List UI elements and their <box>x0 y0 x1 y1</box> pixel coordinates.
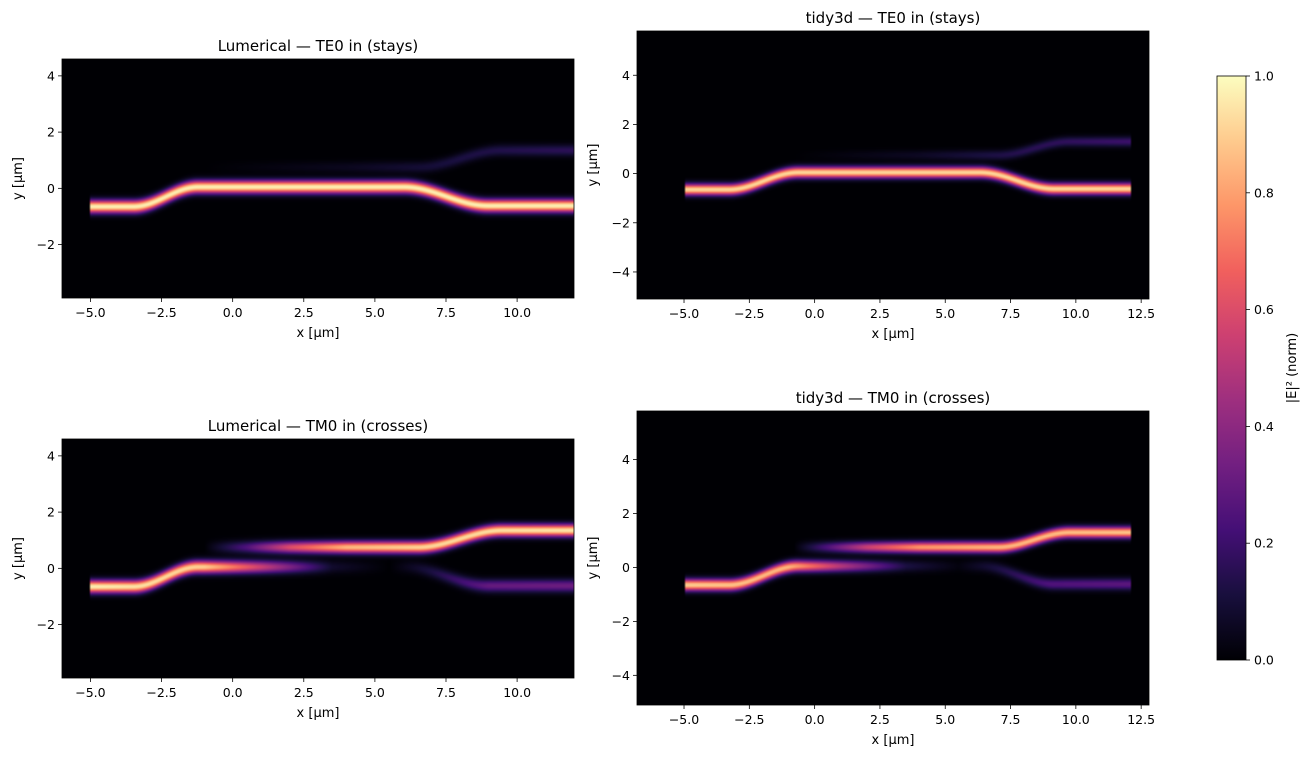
x-tick-label: 7.5 <box>436 305 456 320</box>
y-tick-label: 4 <box>47 448 55 463</box>
y-tick-label: 4 <box>47 68 55 83</box>
x-tick-label: 0.0 <box>805 712 825 727</box>
subplot-2: tidy3d — TE0 in (stays) −5.0 −2.5 0.0 2.5 5.0… <box>586 9 1155 342</box>
subplot-3: Lumerical — TM0 in (crosses) −5.0 −2.5 0.0 2… <box>11 417 575 721</box>
x-axis-label: x [µm] <box>297 706 340 721</box>
x-tick-label: 5.0 <box>365 685 385 700</box>
y-axis-label: y [µm] <box>11 537 26 580</box>
x-tick-label: −5.0 <box>669 712 699 727</box>
y-axis-label: y [µm] <box>586 537 601 580</box>
plot-frame <box>61 58 575 299</box>
x-tick-label: 2.5 <box>870 712 890 727</box>
y-tick-label: −2 <box>37 617 55 632</box>
y-tick-label: 2 <box>622 117 630 132</box>
x-tick-label: 2.5 <box>294 305 314 320</box>
colorbar-tick-label: 0.2 <box>1254 536 1274 551</box>
colorbar-label: |E|² (norm) <box>1285 333 1300 403</box>
heatmap-image <box>62 59 574 298</box>
x-tick-label: 5.0 <box>935 712 955 727</box>
y-tick-label: 0 <box>622 166 630 181</box>
y-tick-label: 0 <box>47 561 55 576</box>
y-tick-label: 2 <box>47 125 55 140</box>
subplot-title: tidy3d — TM0 in (crosses) <box>796 389 991 407</box>
y-tick-label: 2 <box>622 506 630 521</box>
x-tick-label: −2.5 <box>146 305 176 320</box>
x-tick-label: 12.5 <box>1127 306 1155 321</box>
x-axis-label: x [µm] <box>872 327 915 342</box>
y-tick-label: −4 <box>612 668 630 683</box>
y-tick-label: 0 <box>622 560 630 575</box>
colorbar: 0.0 0.2 0.4 0.6 0.8 1.0 |E|² (norm) <box>1216 69 1300 668</box>
x-tick-label: −2.5 <box>734 306 764 321</box>
plot-frame <box>636 30 1150 300</box>
x-tick-label: −2.5 <box>146 685 176 700</box>
y-axis-label: y [µm] <box>11 157 26 200</box>
colorbar-tick-label: 0.4 <box>1254 419 1274 434</box>
subplot-title: Lumerical — TM0 in (crosses) <box>208 417 428 435</box>
y-tick-label: −2 <box>37 237 55 252</box>
x-tick-label: −5.0 <box>75 305 105 320</box>
x-tick-label: −2.5 <box>734 712 764 727</box>
x-tick-label: 2.5 <box>870 306 890 321</box>
y-tick-label: −2 <box>612 215 630 230</box>
x-axis-label: x [µm] <box>872 733 915 748</box>
heatmap-image <box>637 31 1149 299</box>
x-tick-label: 5.0 <box>935 306 955 321</box>
x-tick-label: 10.0 <box>503 685 531 700</box>
subplot-4: tidy3d — TM0 in (crosses) −5.0 −2.5 0.0 2.5 5… <box>586 389 1155 748</box>
x-tick-label: 7.5 <box>1001 712 1021 727</box>
x-tick-label: 2.5 <box>294 685 314 700</box>
y-tick-label: −4 <box>612 264 630 279</box>
x-tick-label: 10.0 <box>503 305 531 320</box>
plot-frame <box>61 438 575 679</box>
y-axis-label: y [µm] <box>586 144 601 187</box>
subplot-title: Lumerical — TE0 in (stays) <box>218 37 419 55</box>
y-tick-label: −2 <box>612 614 630 629</box>
colorbar-tick-label: 1.0 <box>1254 69 1274 84</box>
y-tick-label: 2 <box>47 505 55 520</box>
colorbar-gradient <box>1216 75 1247 661</box>
subplot-title: tidy3d — TE0 in (stays) <box>806 9 981 27</box>
x-tick-label: 0.0 <box>805 306 825 321</box>
colorbar-tick-label: 0.8 <box>1254 185 1274 200</box>
x-tick-label: −5.0 <box>669 306 699 321</box>
x-tick-label: 12.5 <box>1127 712 1155 727</box>
x-tick-label: −5.0 <box>75 685 105 700</box>
x-tick-label: 7.5 <box>1001 306 1021 321</box>
x-tick-label: 0.0 <box>223 685 243 700</box>
heatmap-image <box>62 439 574 678</box>
heatmap-image <box>637 411 1149 705</box>
y-tick-label: 4 <box>622 68 630 83</box>
x-tick-label: 5.0 <box>365 305 385 320</box>
x-tick-label: 0.0 <box>223 305 243 320</box>
x-tick-label: 7.5 <box>436 685 456 700</box>
x-axis-label: x [µm] <box>297 326 340 341</box>
x-tick-label: 10.0 <box>1062 712 1090 727</box>
subplot-1: Lumerical — TE0 in (stays) −5.0 −2.5 0.0 2.5… <box>11 37 575 341</box>
plot-frame <box>636 410 1150 706</box>
colorbar-tick-label: 0.0 <box>1254 653 1274 668</box>
y-tick-label: 0 <box>47 181 55 196</box>
colorbar-tick-label: 0.6 <box>1254 302 1274 317</box>
y-tick-label: 4 <box>622 452 630 467</box>
x-tick-label: 10.0 <box>1062 306 1090 321</box>
